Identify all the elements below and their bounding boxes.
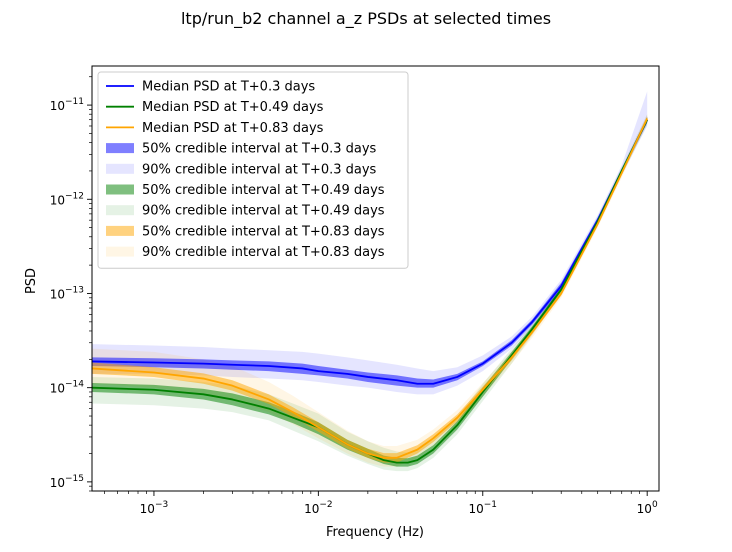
legend-box <box>97 71 409 269</box>
median-line-series-2 <box>91 118 648 459</box>
legend-label: 90% credible interval at T+0.49 days <box>142 204 385 219</box>
x-tick-label: 100 <box>637 500 658 516</box>
legend-band-swatch <box>106 225 134 236</box>
legend-label: 90% credible interval at T+0.83 days <box>142 245 385 260</box>
y-axis-ticks: 10−15 10−14 10−13 10−12 10−11 <box>50 76 92 492</box>
median-lines <box>91 118 648 464</box>
y-tick-label: 10−13 <box>50 285 84 301</box>
x-tick-label: 10−3 <box>140 500 169 516</box>
x-axis-ticks: 10−3 10−2 10−1 100 <box>104 491 658 516</box>
legend: Median PSD at T+0.3 days Median PSD at T+… <box>97 71 409 269</box>
chart-title: ltp/run_b2 channel a_z PSDs at selected … <box>181 9 551 29</box>
legend-band-swatch <box>106 205 134 216</box>
median-line-series-0 <box>91 119 648 385</box>
legend-label: 90% credible interval at T+0.3 days <box>142 162 377 177</box>
x-tick-label: 10−2 <box>304 500 333 516</box>
x-tick-label: 10−1 <box>468 500 497 516</box>
y-tick-label: 10−14 <box>50 380 85 396</box>
legend-label: 50% credible interval at T+0.49 days <box>142 183 385 198</box>
y-tick-label: 10−12 <box>50 191 84 207</box>
legend-label: 50% credible interval at T+0.83 days <box>142 224 385 239</box>
plot-frame <box>91 65 660 492</box>
legend-label: Median PSD at T+0.83 days <box>142 121 324 136</box>
credible-bands <box>92 91 648 472</box>
y-axis-label: PSD <box>24 268 39 294</box>
legend-band-swatch <box>106 143 134 154</box>
legend-label: Median PSD at T+0.3 days <box>142 80 315 95</box>
y-tick-label: 10−15 <box>50 474 84 490</box>
legend-label: Median PSD at T+0.49 days <box>142 100 324 115</box>
band50-series-0 <box>92 116 648 388</box>
legend-band-swatch <box>106 184 134 195</box>
y-tick-label: 10−11 <box>50 97 84 113</box>
x-axis-label: Frequency (Hz) <box>326 525 424 540</box>
legend-band-swatch <box>106 246 134 257</box>
legend-band-swatch <box>106 163 134 174</box>
legend-label: 50% credible interval at T+0.3 days <box>142 142 377 157</box>
median-line-series-1 <box>91 119 648 464</box>
band90-series-2 <box>92 114 648 467</box>
